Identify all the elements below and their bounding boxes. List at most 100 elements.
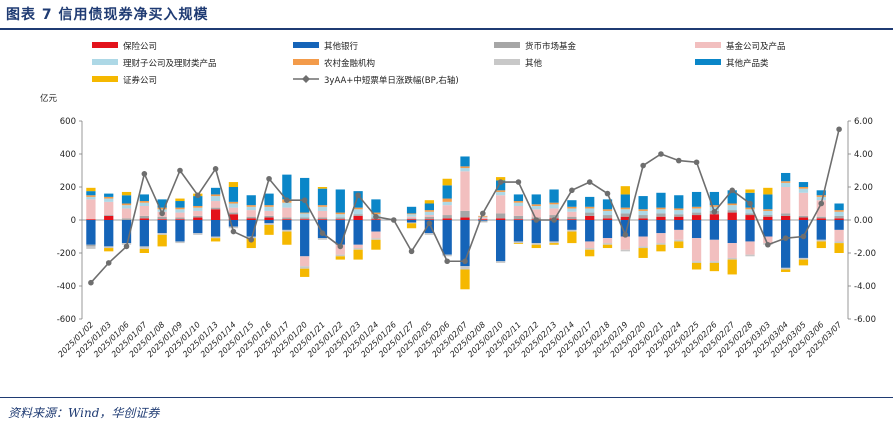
bar-segment [157, 207, 167, 210]
bar-segment [104, 215, 114, 216]
bar-stacks [86, 156, 844, 290]
bar-segment [620, 207, 630, 210]
bar-segment [139, 220, 149, 247]
bar-segment [763, 215, 773, 217]
bar-segment [353, 214, 363, 216]
bar-segment [602, 244, 613, 249]
bar-segment [210, 201, 221, 208]
bar-segment [121, 205, 132, 209]
bar-stack [406, 206, 417, 229]
bar-segment [763, 236, 773, 244]
bar-segment [656, 216, 666, 220]
y2-tick-label: -2.00 [854, 249, 876, 259]
bar-segment [193, 210, 203, 216]
legend-swatch [92, 42, 118, 48]
bar-stack [139, 194, 149, 253]
legend-swatch [92, 59, 118, 65]
bar-segment [282, 202, 292, 208]
bar-segment [727, 243, 737, 258]
bar-segment [139, 205, 149, 216]
bar-segment [656, 244, 666, 252]
bar-segment [353, 248, 363, 250]
bar-segment [549, 202, 559, 205]
bar-segment [175, 201, 185, 208]
bar-segment [460, 166, 470, 169]
line-point [177, 167, 183, 174]
bar-segment [691, 191, 702, 207]
bar-segment [513, 201, 524, 203]
bar-segment [371, 239, 381, 250]
bar-segment [763, 210, 773, 216]
bar-segment [104, 201, 114, 216]
bar-segment [157, 216, 167, 220]
bar-segment [549, 204, 559, 209]
bar-segment [335, 189, 345, 213]
bar-segment [798, 215, 809, 218]
bar-segment [335, 217, 345, 220]
bar-segment [300, 212, 310, 214]
bar-segment [210, 187, 221, 195]
line-point [551, 217, 557, 223]
bar-segment [406, 223, 417, 229]
bar-segment [406, 220, 417, 223]
bar-segment [86, 246, 96, 249]
bar-segment [478, 217, 488, 220]
line-point [711, 208, 718, 215]
bar-segment [300, 213, 310, 218]
bar-segment [816, 239, 826, 242]
bar-segment [798, 182, 809, 187]
bar-segment [175, 207, 185, 210]
bar-segment [513, 194, 524, 202]
bar-segment [104, 193, 114, 197]
bar-segment [674, 241, 684, 249]
legend-label: 其他 [525, 58, 543, 69]
bar-segment [335, 212, 345, 215]
line-point [569, 187, 575, 194]
bar-segment [638, 209, 648, 211]
bar-segment [709, 262, 720, 272]
bar-segment [620, 216, 630, 220]
bar-segment [513, 202, 524, 206]
bar-segment [638, 196, 648, 210]
bar-segment [531, 243, 541, 245]
legend-label: 基金公司及产品 [726, 41, 786, 52]
bar-stack [300, 177, 310, 277]
bar-segment [727, 259, 737, 275]
bar-segment [442, 220, 452, 255]
bar-segment [620, 236, 630, 250]
bar-segment [478, 220, 488, 222]
bar-segment [495, 195, 506, 214]
bar-segment [228, 187, 239, 202]
bar-segment [282, 231, 292, 245]
bar-segment [228, 212, 239, 215]
bar-segment [495, 177, 506, 181]
bar-segment [549, 208, 559, 216]
line-point [159, 210, 165, 217]
legend-marker [302, 75, 310, 83]
bar-segment [602, 209, 613, 211]
bar-segment [691, 215, 702, 220]
bar-segment [585, 196, 595, 207]
bar-segment [139, 248, 149, 253]
bar-segment [210, 194, 221, 197]
legend-swatch [695, 59, 721, 65]
bar-segment [139, 201, 149, 203]
bar-segment [246, 205, 256, 207]
bar-segment [709, 214, 720, 220]
bar-segment [121, 218, 132, 220]
bar-segment [816, 220, 826, 240]
bar-segment [727, 220, 737, 244]
legend-swatch [92, 76, 118, 82]
bar-segment [353, 215, 363, 220]
bar-stack [442, 178, 452, 257]
bar-segment [531, 209, 541, 218]
y-tick-label: 400 [60, 150, 76, 160]
bar-segment [834, 229, 844, 242]
bar-segment [531, 205, 541, 210]
line-series [88, 126, 842, 286]
bar-segment [175, 209, 185, 213]
bar-segment [691, 262, 702, 270]
legend-item: 其他产品类 [695, 58, 769, 69]
line-point [747, 200, 753, 207]
bar-segment [424, 216, 435, 220]
